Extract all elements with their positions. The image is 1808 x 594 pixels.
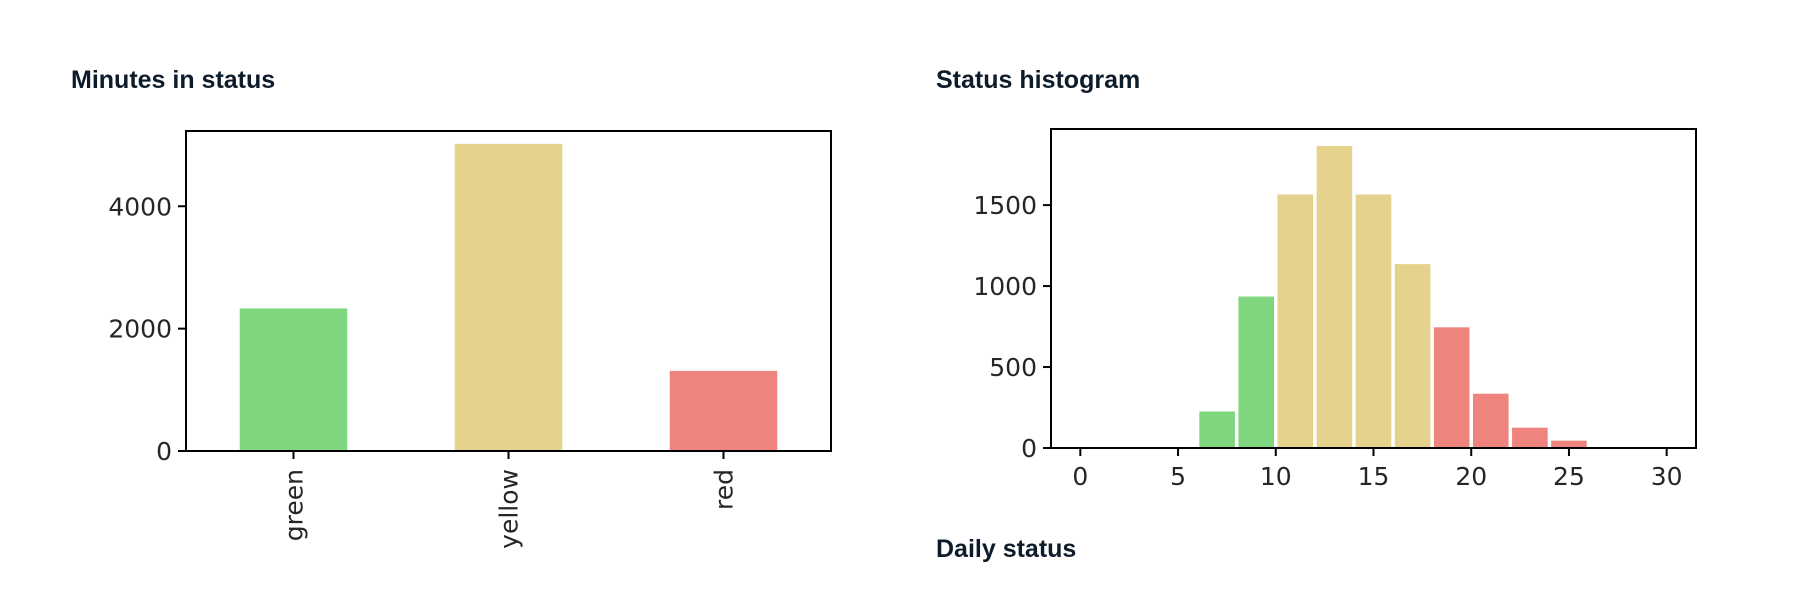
hist-bin-8 — [1510, 426, 1550, 449]
hist-bin-1 — [1236, 295, 1276, 449]
daily-status-title: Daily status — [936, 535, 1077, 563]
x-tick-label: 20 — [1455, 462, 1487, 491]
hist-bin-4 — [1354, 193, 1393, 449]
bar-chart-title: Minutes in status — [71, 66, 276, 94]
x-tick-label: 10 — [1260, 462, 1292, 491]
y-tick-label: 0 — [1021, 434, 1037, 463]
y-tick-label: 1000 — [973, 272, 1037, 301]
y-tick-label: 1500 — [973, 191, 1037, 220]
hist-bin-5 — [1393, 262, 1432, 449]
x-tick-label: 30 — [1651, 462, 1683, 491]
x-tick-label: 15 — [1358, 462, 1390, 491]
bar-yellow — [454, 143, 563, 452]
minutes-in-status-chart: green yellow red 0 2000 4000 — [108, 130, 832, 549]
x-tick-label-green: green — [280, 469, 309, 541]
x-tick-label-yellow: yellow — [495, 469, 524, 549]
histogram-title: Status histogram — [936, 66, 1141, 94]
hist-bin-3 — [1315, 144, 1354, 449]
hist-bin-2 — [1276, 193, 1315, 449]
y-tick-label: 2000 — [108, 315, 172, 344]
x-tick-label-red: red — [710, 469, 739, 510]
y-tick-label: 4000 — [108, 192, 172, 221]
hist-bin-9 — [1549, 439, 1589, 449]
x-tick-label: 5 — [1170, 462, 1186, 491]
axes-frame — [1050, 128, 1697, 449]
x-tick-label: 0 — [1072, 462, 1088, 491]
y-tick-label: 500 — [989, 353, 1037, 382]
hist-bin-6 — [1432, 325, 1471, 449]
x-tick-label: 25 — [1553, 462, 1585, 491]
hist-bin-0 — [1197, 410, 1237, 449]
bar-green — [239, 308, 348, 451]
hist-bin-7 — [1471, 392, 1511, 449]
bar-red — [669, 370, 778, 451]
axes-frame — [185, 130, 832, 452]
y-tick-label: 0 — [156, 437, 172, 466]
